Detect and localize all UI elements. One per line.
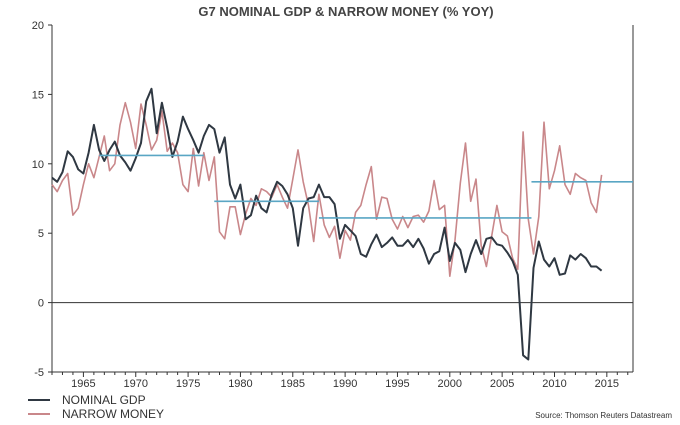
y-tick-label: 10 — [32, 159, 44, 171]
series-lines — [51, 87, 603, 361]
y-tick-label: -5 — [34, 367, 44, 379]
x-tick-label: 1995 — [385, 378, 409, 390]
x-tick-label: 2000 — [438, 378, 462, 390]
chart-title: G7 NOMINAL GDP & NARROW MONEY (% YOY) — [198, 4, 493, 19]
axes — [48, 24, 634, 377]
x-tick-label: 2015 — [595, 378, 619, 390]
x-tick-label: 1985 — [281, 378, 305, 390]
y-tick-label: 15 — [32, 89, 44, 101]
y-tick-label: 5 — [38, 228, 44, 240]
legend-label-narrow-money: NARROW MONEY — [62, 407, 164, 421]
legend: NOMINAL GDP NARROW MONEY — [28, 393, 164, 421]
x-tick-label: 2010 — [542, 378, 566, 390]
x-tick-labels: 1965 1970 1975 1980 1985 1990 1995 2000 2005 2010… — [71, 378, 619, 390]
y-tick-label: 0 — [38, 298, 44, 310]
legend-label-nominal-gdp: NOMINAL GDP — [62, 393, 146, 407]
y-tick-label: 20 — [32, 20, 44, 32]
series-line-money — [51, 101, 603, 277]
source-note: Source: Thomson Reuters Datastream — [535, 411, 672, 420]
y-tick-labels: -5 0 5 10 15 20 — [32, 20, 44, 379]
x-tick-label: 1965 — [71, 378, 95, 390]
x-tick-label: 1970 — [124, 378, 148, 390]
x-tick-label: 1975 — [176, 378, 200, 390]
period-average-lines — [99, 154, 633, 219]
series-line-gdp — [51, 87, 603, 361]
x-tick-label: 2005 — [490, 378, 514, 390]
x-tick-label: 1990 — [333, 378, 357, 390]
x-tick-label: 1980 — [228, 378, 252, 390]
